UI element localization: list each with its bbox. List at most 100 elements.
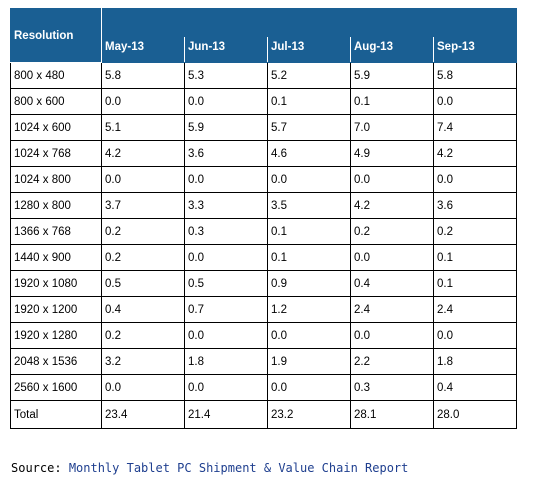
header-month-row: May-13 Jun-13 Jul-13 Aug-13 Sep-13 <box>11 36 518 63</box>
value-cell: 0.0 <box>184 88 268 115</box>
resolution-label: 2560 x 1600 <box>10 374 102 401</box>
resolution-label: 1440 x 900 <box>10 244 102 271</box>
value-cell: 0.2 <box>101 244 185 271</box>
resolution-label: 800 x 600 <box>10 88 102 115</box>
month-header: Jun-13 <box>184 36 268 63</box>
value-cell: 4.2 <box>350 192 434 219</box>
value-cell: 1.9 <box>267 348 351 375</box>
value-cell: 3.2 <box>101 348 185 375</box>
value-cell: 0.4 <box>350 270 434 297</box>
value-cell: 0.0 <box>101 374 185 401</box>
value-cell: 1.8 <box>184 348 268 375</box>
value-cell: 0.0 <box>184 374 268 401</box>
month-header: Aug-13 <box>350 36 434 63</box>
value-cell: 3.6 <box>184 140 268 167</box>
table-body: 800 x 480 5.8 5.3 5.2 5.9 5.8 800 x 600 0.0 0.0 0… <box>10 62 518 429</box>
value-cell: 0.3 <box>184 218 268 245</box>
total-value-cell: 23.2 <box>267 400 351 429</box>
resolution-label: 800 x 480 <box>10 62 102 89</box>
table-row: 1024 x 768 4.2 3.6 4.6 4.9 4.2 <box>10 140 518 167</box>
source-note: Source: Monthly Tablet PC Shipment & Val… <box>11 461 408 475</box>
value-cell: 0.0 <box>184 322 268 349</box>
value-cell: 5.1 <box>101 114 185 141</box>
table-header: Resolution May-13 Jun-13 Jul-13 Aug-13 Sep-1… <box>10 8 518 63</box>
resolution-label: 1920 x 1200 <box>10 296 102 323</box>
value-cell: 0.0 <box>350 244 434 271</box>
value-cell: 0.4 <box>432 374 518 401</box>
source-label: Source: <box>11 461 62 475</box>
resolution-label: 1280 x 800 <box>10 192 102 219</box>
value-cell: 0.2 <box>350 218 434 245</box>
value-cell: 0.1 <box>432 244 518 271</box>
value-cell: 0.0 <box>432 166 518 193</box>
table-row: 800 x 480 5.8 5.3 5.2 5.9 5.8 <box>10 62 518 89</box>
resolution-label: 1920 x 1280 <box>10 322 102 349</box>
total-value-cell: 21.4 <box>184 400 268 429</box>
table-row: 1024 x 800 0.0 0.0 0.0 0.0 0.0 <box>10 166 518 193</box>
value-cell: 5.2 <box>267 62 351 89</box>
value-cell: 0.0 <box>267 374 351 401</box>
value-cell: 5.8 <box>432 62 518 89</box>
value-cell: 0.1 <box>432 270 518 297</box>
value-cell: 0.1 <box>267 218 351 245</box>
value-cell: 0.0 <box>432 322 518 349</box>
value-cell: 0.9 <box>267 270 351 297</box>
total-row: Total 23.4 21.4 23.2 28.1 28.0 <box>10 400 518 429</box>
value-cell: 0.0 <box>267 166 351 193</box>
value-cell: 0.2 <box>101 218 185 245</box>
value-cell: 5.9 <box>350 62 434 89</box>
value-cell: 0.0 <box>184 166 268 193</box>
value-cell: 0.5 <box>101 270 185 297</box>
month-header: Sep-13 <box>432 36 518 63</box>
resolution-label: 1024 x 600 <box>10 114 102 141</box>
table-row: 1440 x 900 0.2 0.0 0.1 0.0 0.1 <box>10 244 518 271</box>
resolution-header: Resolution <box>10 8 102 63</box>
table-row: 800 x 600 0.0 0.0 0.1 0.1 0.0 <box>10 88 518 115</box>
value-cell: 0.2 <box>432 218 518 245</box>
value-cell: 0.4 <box>101 296 185 323</box>
value-cell: 0.5 <box>184 270 268 297</box>
value-cell: 3.5 <box>267 192 351 219</box>
resolution-label: 1920 x 1080 <box>10 270 102 297</box>
value-cell: 2.4 <box>350 296 434 323</box>
value-cell: 1.8 <box>432 348 518 375</box>
value-cell: 0.3 <box>350 374 434 401</box>
value-cell: 0.0 <box>101 166 185 193</box>
table-row: 1920 x 1080 0.5 0.5 0.9 0.4 0.1 <box>10 270 518 297</box>
value-cell: 0.0 <box>184 244 268 271</box>
value-cell: 0.0 <box>267 322 351 349</box>
month-header: Jul-13 <box>267 36 351 63</box>
value-cell: 0.0 <box>432 88 518 115</box>
resolution-label: 1366 x 768 <box>10 218 102 245</box>
value-cell: 5.8 <box>101 62 185 89</box>
value-cell: 3.3 <box>184 192 268 219</box>
value-cell: 0.0 <box>101 88 185 115</box>
month-header: May-13 <box>101 36 185 63</box>
value-cell: 2.4 <box>432 296 518 323</box>
value-cell: 0.1 <box>350 88 434 115</box>
resolution-label: 2048 x 1536 <box>10 348 102 375</box>
value-cell: 7.0 <box>350 114 434 141</box>
table-row: 1366 x 768 0.2 0.3 0.1 0.2 0.2 <box>10 218 518 245</box>
value-cell: 0.1 <box>267 88 351 115</box>
total-value-cell: 23.4 <box>101 400 185 429</box>
total-value-cell: 28.0 <box>432 400 518 429</box>
table-row: 1920 x 1200 0.4 0.7 1.2 2.4 2.4 <box>10 296 518 323</box>
table-row: 2048 x 1536 3.2 1.8 1.9 2.2 1.8 <box>10 348 518 375</box>
value-cell: 0.7 <box>184 296 268 323</box>
resolution-label: 1024 x 800 <box>10 166 102 193</box>
total-label: Total <box>10 400 102 429</box>
value-cell: 5.7 <box>267 114 351 141</box>
resolution-shipment-table: Resolution May-13 Jun-13 Jul-13 Aug-13 Sep-1… <box>10 8 518 429</box>
table-row: 1280 x 800 3.7 3.3 3.5 4.2 3.6 <box>10 192 518 219</box>
header-spacer <box>100 8 518 37</box>
value-cell: 2.2 <box>350 348 434 375</box>
value-cell: 1.2 <box>267 296 351 323</box>
value-cell: 3.7 <box>101 192 185 219</box>
value-cell: 4.2 <box>432 140 518 167</box>
value-cell: 0.0 <box>350 322 434 349</box>
value-cell: 0.1 <box>267 244 351 271</box>
table-row: 1024 x 600 5.1 5.9 5.7 7.0 7.4 <box>10 114 518 141</box>
value-cell: 4.6 <box>267 140 351 167</box>
table-row: 1920 x 1280 0.2 0.0 0.0 0.0 0.0 <box>10 322 518 349</box>
